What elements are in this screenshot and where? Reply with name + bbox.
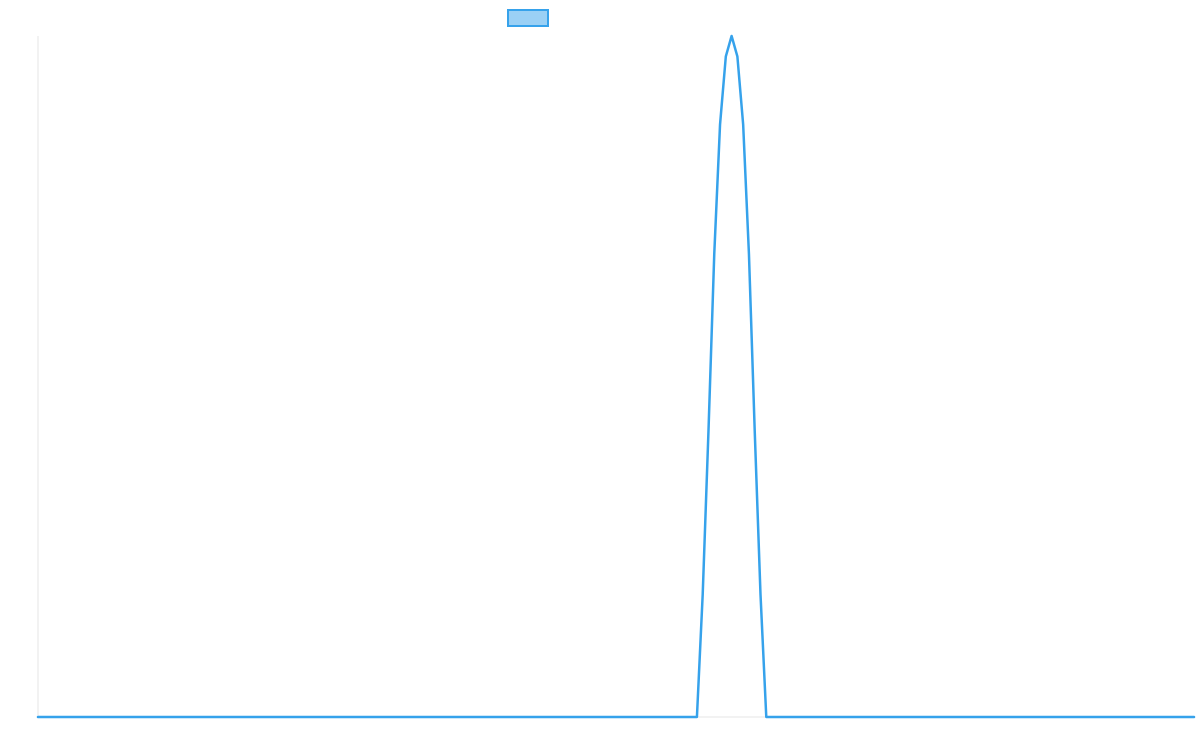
series-group	[36, 34, 1196, 719]
legend-swatch-0[interactable]	[507, 9, 549, 27]
legend[interactable]	[507, 9, 549, 27]
series-line-0	[36, 34, 1196, 719]
